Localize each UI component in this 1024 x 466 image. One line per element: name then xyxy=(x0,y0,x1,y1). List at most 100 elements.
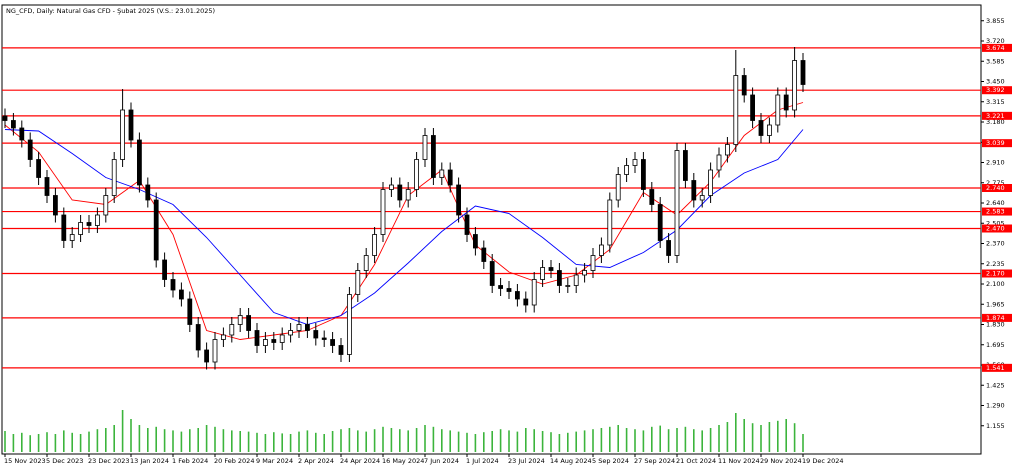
level-label: 3.392 xyxy=(986,86,1005,94)
level-label-box xyxy=(982,43,1012,52)
x-tick-label: 2 Apr 2024 xyxy=(298,457,334,465)
candle-body xyxy=(187,298,193,325)
candle-body xyxy=(674,150,680,256)
candle-body xyxy=(792,60,797,111)
candle-body xyxy=(380,189,386,235)
candle-body xyxy=(599,244,604,256)
candle-body xyxy=(523,298,529,306)
candle-body xyxy=(120,109,125,160)
candle-body xyxy=(750,94,755,121)
x-tick-label: 1 Jul 2024 xyxy=(466,457,499,465)
x-tick-label: 14 Aug 2024 xyxy=(550,457,592,465)
candle-body xyxy=(363,255,369,271)
y-tick-label: 1.425 xyxy=(986,381,1005,389)
level-label-box xyxy=(982,269,1012,278)
candle-body xyxy=(800,60,806,85)
candle-body xyxy=(725,144,730,156)
candle-body xyxy=(666,240,671,256)
x-tick-label: 24 Apr 2024 xyxy=(340,457,380,465)
level-label-box xyxy=(982,184,1012,192)
candle-body xyxy=(775,94,781,126)
candle-body xyxy=(355,270,361,295)
candle-body xyxy=(69,234,75,241)
candle-body xyxy=(262,339,268,346)
level-label: 3.221 xyxy=(986,112,1005,120)
chart-title: NG_CFD, Daily: Natural Gas CFD - Şubat 2… xyxy=(6,7,215,15)
candle-body xyxy=(313,330,319,339)
y-tick-label: 2.640 xyxy=(986,199,1005,207)
x-tick-label: 11 Nov 2024 xyxy=(718,457,760,465)
candle-body xyxy=(145,184,151,201)
candle-body xyxy=(422,135,428,160)
y-tick-label: 3.450 xyxy=(986,78,1005,86)
x-tick-label: 9 Mar 2024 xyxy=(256,457,293,465)
plot-frame xyxy=(1,4,982,455)
candle-body xyxy=(783,94,789,111)
x-tick-label: 21 Oct 2024 xyxy=(676,457,716,465)
candle-body xyxy=(338,345,344,355)
x-tick-label: 27 Sep 2024 xyxy=(634,457,675,465)
candle-body xyxy=(691,180,697,201)
candle-body xyxy=(53,195,58,216)
y-tick-label: 2.775 xyxy=(986,179,1005,187)
candle-body xyxy=(699,195,705,201)
y-tick-label: 1.695 xyxy=(986,341,1005,349)
candle-body xyxy=(464,214,470,235)
candle-body xyxy=(489,261,495,286)
x-tick-label: 20 Feb 2024 xyxy=(214,457,254,465)
candle-body xyxy=(288,330,294,336)
y-tick-label: 1.830 xyxy=(986,321,1005,329)
candle-body xyxy=(10,120,16,129)
candle-body xyxy=(27,139,33,160)
candle-body xyxy=(733,75,739,145)
candle-body xyxy=(136,139,142,186)
candle-body xyxy=(296,324,302,331)
candle-body xyxy=(582,270,587,276)
candle-body xyxy=(204,349,210,363)
candle-body xyxy=(439,169,445,178)
candle-body xyxy=(767,124,772,136)
level-label-box xyxy=(982,313,1012,322)
level-label-box xyxy=(982,224,1012,233)
x-tick-label: 23 Dec 2023 xyxy=(88,457,130,465)
y-tick-label: 1.290 xyxy=(986,402,1005,410)
candle-body xyxy=(2,115,8,121)
candle-body xyxy=(590,255,596,271)
x-tick-label: 5 Dec 2023 xyxy=(46,457,83,465)
candle-body xyxy=(683,150,688,181)
candle-body xyxy=(515,291,520,300)
candle-body xyxy=(44,177,50,196)
candle-body xyxy=(321,337,327,340)
y-tick-label: 3.855 xyxy=(986,17,1005,25)
candle-body xyxy=(716,154,722,171)
candle-body xyxy=(624,165,629,175)
candle-body xyxy=(540,267,545,280)
candle-body xyxy=(548,267,554,271)
level-label-box xyxy=(982,111,1012,120)
x-tick-label: 7 Jun 2024 xyxy=(424,457,459,465)
candle-body xyxy=(304,324,310,331)
candle-body xyxy=(19,127,25,141)
candle-body xyxy=(472,234,478,249)
candle-body xyxy=(254,330,260,346)
y-tick-label: 1.965 xyxy=(986,300,1005,308)
candle-body xyxy=(246,315,252,331)
candle-body xyxy=(447,169,453,186)
level-label: 2.583 xyxy=(986,208,1005,216)
x-tick-label: 5 Sep 2024 xyxy=(592,457,629,465)
candle-body xyxy=(86,222,92,226)
level-label: 3.039 xyxy=(986,139,1005,147)
candle-body xyxy=(657,204,663,241)
level-label-box xyxy=(982,207,1012,216)
candle-body xyxy=(649,189,655,205)
candle-body xyxy=(414,159,420,190)
y-tick-label: 3.315 xyxy=(986,98,1005,106)
level-label-box xyxy=(982,139,1012,148)
candle-body xyxy=(229,324,235,336)
candle-body xyxy=(565,285,571,287)
candle-body xyxy=(372,234,378,256)
candle-body xyxy=(388,184,394,190)
x-tick-label: 16 May 2024 xyxy=(382,457,424,465)
